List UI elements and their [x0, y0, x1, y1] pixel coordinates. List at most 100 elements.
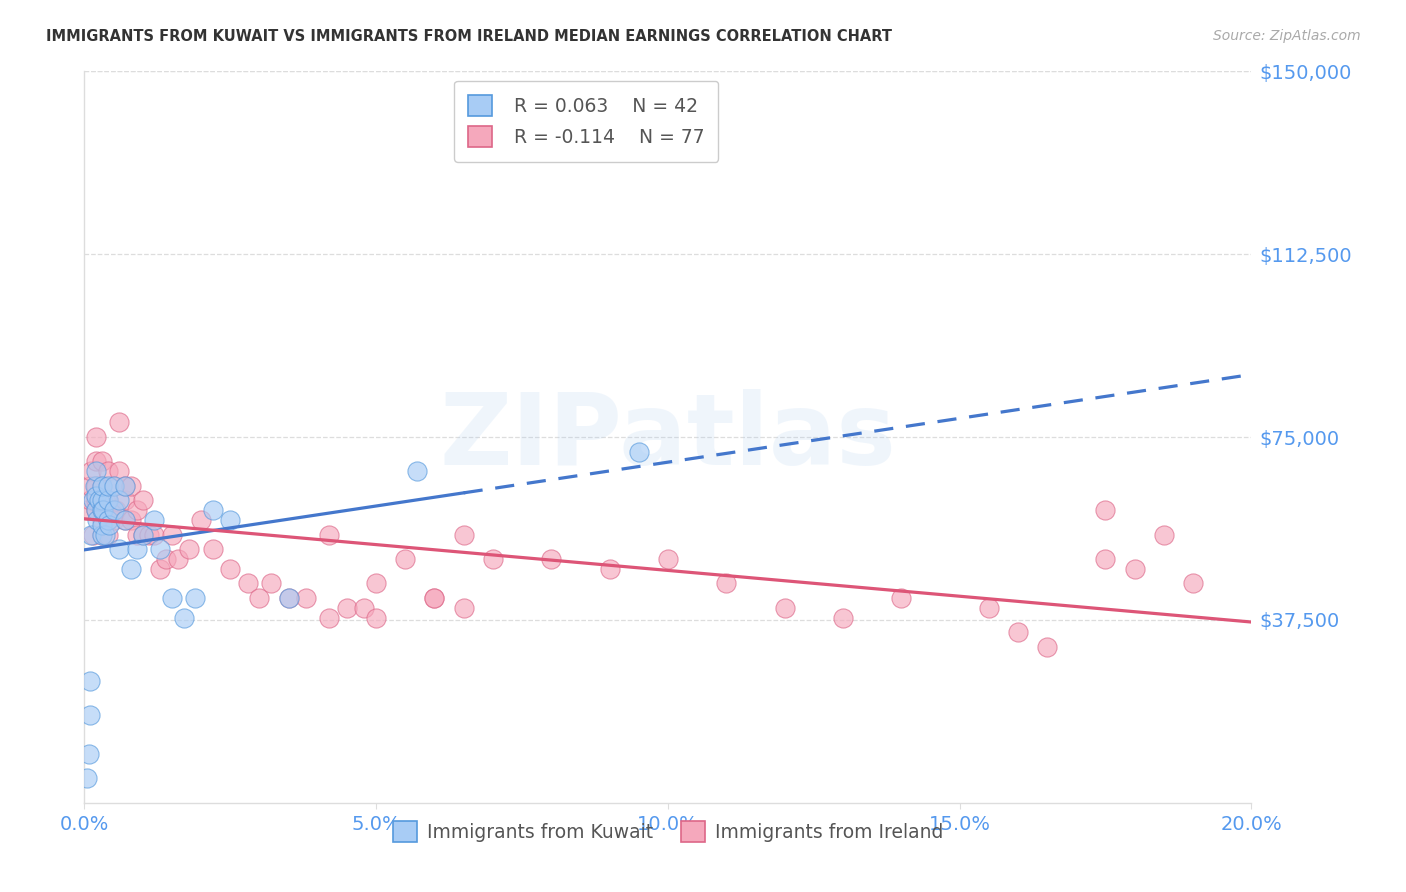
- Text: ZIPatlas: ZIPatlas: [440, 389, 896, 485]
- Point: [277, 591, 299, 605]
- Point: [773, 600, 796, 615]
- Point: [105, 503, 128, 517]
- Point: [201, 503, 224, 517]
- Point: [103, 513, 125, 527]
- Point: [236, 576, 259, 591]
- Point: [260, 576, 283, 591]
- Point: [599, 562, 621, 576]
- Point: [149, 542, 172, 557]
- Point: [77, 747, 100, 761]
- Point: [90, 493, 112, 508]
- Point: [125, 527, 148, 541]
- Point: [100, 503, 122, 517]
- Point: [166, 552, 188, 566]
- Point: [79, 673, 101, 688]
- Point: [1123, 562, 1146, 576]
- Point: [90, 527, 112, 541]
- Point: [103, 479, 125, 493]
- Point: [80, 527, 103, 541]
- Point: [90, 479, 112, 493]
- Point: [90, 517, 112, 532]
- Text: Source: ZipAtlas.com: Source: ZipAtlas.com: [1213, 29, 1361, 43]
- Point: [453, 527, 475, 541]
- Point: [277, 591, 299, 605]
- Point: [832, 610, 855, 624]
- Point: [1153, 527, 1175, 541]
- Point: [97, 513, 120, 527]
- Point: [716, 576, 738, 591]
- Point: [184, 591, 207, 605]
- Point: [318, 527, 340, 541]
- Point: [84, 493, 107, 508]
- Point: [125, 503, 148, 517]
- Point: [406, 464, 429, 478]
- Point: [366, 610, 388, 624]
- Point: [91, 503, 114, 517]
- Point: [394, 552, 416, 566]
- Point: [295, 591, 318, 605]
- Point: [97, 464, 120, 478]
- Point: [97, 513, 120, 527]
- Point: [423, 591, 446, 605]
- Point: [1094, 552, 1116, 566]
- Point: [80, 464, 103, 478]
- Point: [890, 591, 912, 605]
- Point: [82, 527, 104, 541]
- Point: [1094, 503, 1116, 517]
- Point: [318, 610, 340, 624]
- Point: [108, 542, 131, 557]
- Point: [977, 600, 1000, 615]
- Point: [160, 591, 183, 605]
- Point: [249, 591, 271, 605]
- Point: [103, 503, 125, 517]
- Text: IMMIGRANTS FROM KUWAIT VS IMMIGRANTS FROM IRELAND MEDIAN EARNINGS CORRELATION CH: IMMIGRANTS FROM KUWAIT VS IMMIGRANTS FRO…: [46, 29, 893, 44]
- Point: [108, 464, 131, 478]
- Point: [79, 708, 101, 723]
- Point: [1036, 640, 1059, 654]
- Point: [97, 493, 120, 508]
- Point: [84, 454, 107, 468]
- Point: [657, 552, 679, 566]
- Point: [90, 513, 112, 527]
- Point: [90, 503, 112, 517]
- Point: [143, 527, 166, 541]
- Point: [84, 464, 107, 478]
- Point: [97, 527, 120, 541]
- Point: [132, 493, 155, 508]
- Point: [114, 479, 136, 493]
- Point: [76, 772, 98, 786]
- Point: [453, 600, 475, 615]
- Point: [120, 479, 142, 493]
- Point: [190, 513, 212, 527]
- Point: [90, 527, 112, 541]
- Point: [125, 542, 148, 557]
- Point: [627, 444, 650, 458]
- Point: [120, 513, 142, 527]
- Point: [138, 527, 160, 541]
- Legend: Immigrants from Kuwait, Immigrants from Ireland: Immigrants from Kuwait, Immigrants from …: [380, 807, 956, 855]
- Point: [114, 479, 136, 493]
- Point: [90, 454, 112, 468]
- Point: [97, 479, 120, 493]
- Point: [155, 552, 177, 566]
- Point: [84, 479, 107, 493]
- Point: [114, 513, 136, 527]
- Point: [87, 493, 110, 508]
- Point: [108, 416, 131, 430]
- Point: [149, 562, 172, 576]
- Point: [84, 489, 107, 503]
- Point: [353, 600, 375, 615]
- Point: [179, 542, 201, 557]
- Point: [120, 562, 142, 576]
- Point: [79, 479, 101, 493]
- Point: [173, 610, 195, 624]
- Point: [76, 503, 98, 517]
- Point: [143, 513, 166, 527]
- Point: [219, 562, 242, 576]
- Point: [219, 513, 242, 527]
- Point: [336, 600, 359, 615]
- Point: [108, 493, 131, 508]
- Point: [103, 479, 125, 493]
- Point: [90, 479, 112, 493]
- Point: [540, 552, 562, 566]
